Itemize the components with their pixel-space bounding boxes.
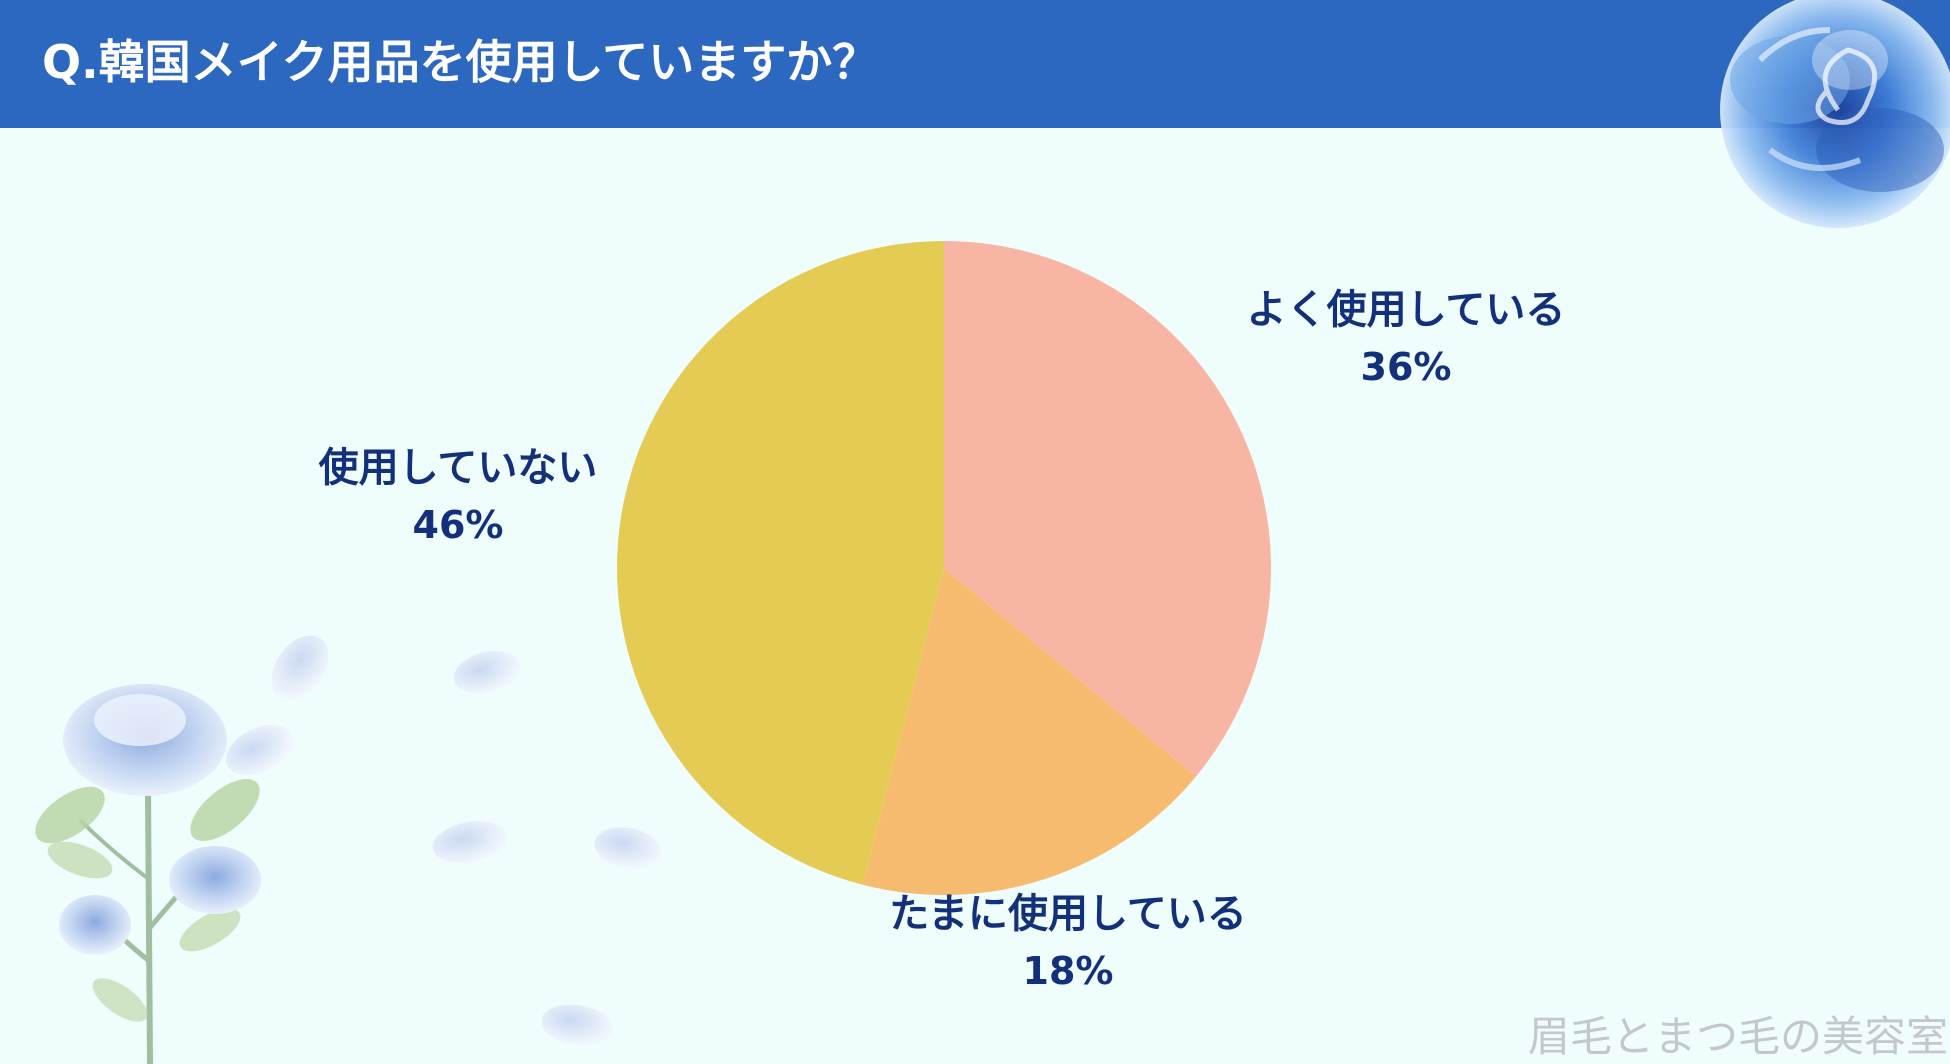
slice-label-percent: 36%	[1247, 338, 1566, 396]
slice-label-percent: 18%	[889, 942, 1247, 1000]
slice-label-name: 使用していない	[319, 440, 598, 496]
slice-label-name: たまに使用している	[889, 886, 1247, 942]
slice-label-percent: 46%	[319, 496, 598, 554]
watermark: 眉毛とまつ毛の美容室	[1528, 1010, 1948, 1064]
pie-slices	[617, 241, 1271, 895]
slice-label-not-using: 使用していない 46%	[319, 440, 598, 554]
slice-label-often: よく使用している 36%	[1247, 282, 1566, 396]
slice-label-sometimes: たまに使用している 18%	[889, 886, 1247, 1000]
slice-label-name: よく使用している	[1247, 282, 1566, 338]
